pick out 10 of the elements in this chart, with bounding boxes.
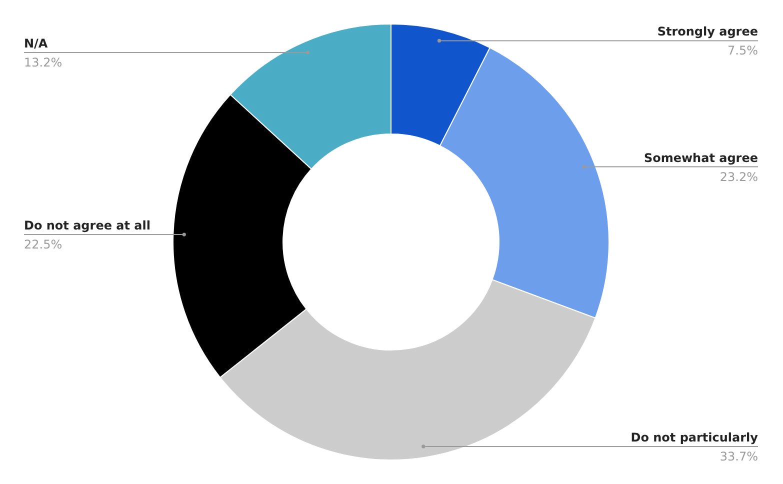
- data-label: 22.5%: [24, 238, 62, 252]
- data-label: 23.2%: [720, 170, 758, 184]
- slice-label: Do not particularly: [630, 430, 758, 444]
- slice-label: Do not agree at all: [24, 218, 150, 233]
- data-label: 7.5%: [728, 44, 758, 58]
- slice-label: N/A: [24, 36, 48, 51]
- slice-label: Strongly agree: [657, 24, 758, 39]
- slice-label: Somewhat agree: [644, 150, 758, 165]
- data-label: 13.2%: [24, 56, 62, 70]
- data-label: 33.7%: [720, 449, 758, 464]
